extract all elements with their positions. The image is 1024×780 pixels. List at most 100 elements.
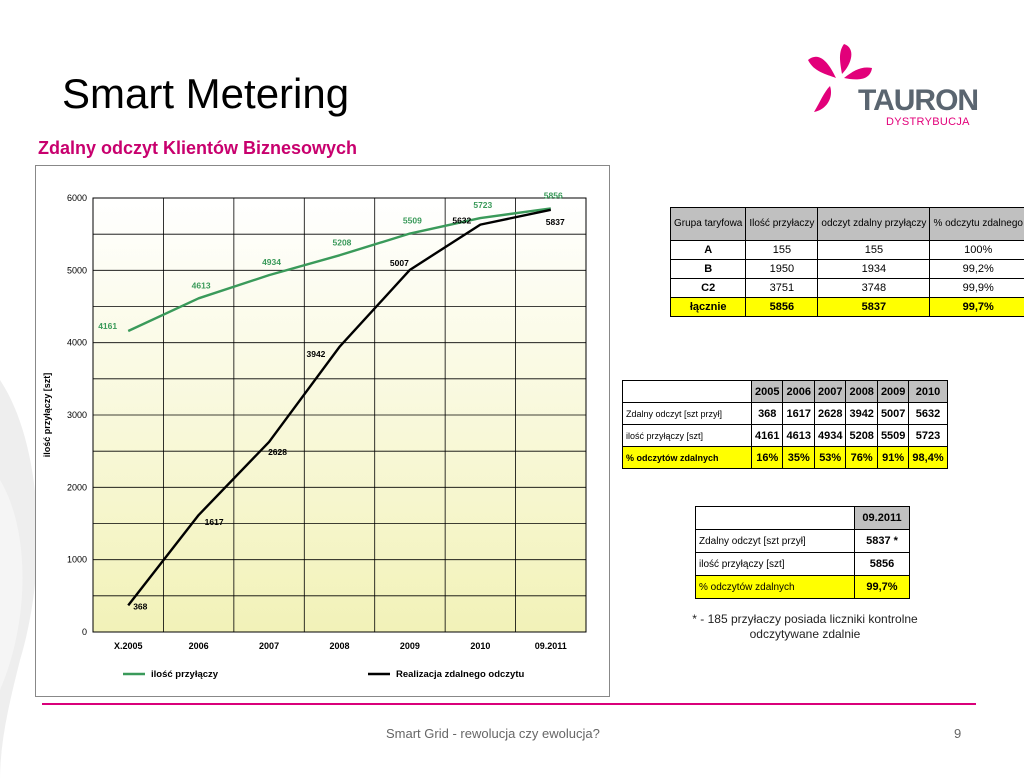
footer-text: Smart Grid - rewolucja czy ewolucja? — [386, 726, 600, 741]
value-cell: 4934 — [814, 425, 845, 447]
footnote: * - 185 przyłaczy posiada liczniki kontr… — [680, 612, 930, 642]
data-label: 2628 — [268, 447, 287, 457]
data-label: 4161 — [98, 321, 117, 331]
y-tick-label: 5000 — [67, 265, 87, 275]
y-axis-label: ilość przyłączy [szt] — [42, 373, 52, 458]
value-cell: 3942 — [846, 403, 877, 425]
blank-cell — [623, 381, 752, 403]
data-label: 5837 — [546, 217, 565, 227]
y-tick-label: 1000 — [67, 555, 87, 565]
header-cell: odczyt zdalny przyłączy — [818, 208, 930, 241]
data-label: 4613 — [192, 280, 211, 290]
group-cell: C2 — [671, 279, 746, 298]
table-row: % odczytów zdalnych 99,7% — [696, 576, 910, 599]
tariff-group-table: Grupa taryfowa Ilość przyłaczy odczyt zd… — [670, 207, 1024, 317]
data-label: 5856 — [544, 190, 563, 200]
tauron-logo: TAURON DYSTRYBUCJA — [800, 40, 990, 135]
data-label: 3942 — [307, 349, 326, 359]
year-cell: 2007 — [814, 381, 845, 403]
data-label: 5208 — [333, 237, 352, 247]
year-cell: 2009 — [877, 381, 908, 403]
value-cell: 76% — [846, 447, 877, 469]
row-label: Zdalny odczyt [szt przył] — [696, 530, 855, 553]
year-cell: 2005 — [752, 381, 783, 403]
y-tick-label: 3000 — [67, 410, 87, 420]
value-cell: 98,4% — [909, 447, 947, 469]
table-row: % odczytów zdalnych 16% 35% 53% 76% 91% … — [623, 447, 948, 469]
row-label: % odczytów zdalnych — [623, 447, 752, 469]
count-cell: 3751 — [746, 279, 818, 298]
year-cell: 2008 — [846, 381, 877, 403]
group-cell: A — [671, 241, 746, 260]
y-tick-label: 0 — [82, 627, 87, 637]
legend-label: ilość przyłączy — [151, 669, 219, 680]
value-cell: 16% — [752, 447, 783, 469]
logo-subtext: DYSTRYBUCJA — [886, 116, 970, 128]
table-row: ilość przyłączy [szt] 5856 — [696, 553, 910, 576]
table-header-row: 09.2011 — [696, 507, 910, 530]
page-title: Smart Metering — [62, 70, 349, 118]
value-cell: 5007 — [877, 403, 908, 425]
value-cell: 1617 — [783, 403, 814, 425]
y-tick-label: 6000 — [67, 193, 87, 203]
data-label: 5007 — [390, 258, 409, 268]
year-cell: 2006 — [783, 381, 814, 403]
value-cell: 99,7% — [855, 576, 910, 599]
data-label: 5632 — [452, 216, 471, 226]
row-label: Zdalny odczyt [szt przył] — [623, 403, 752, 425]
y-tick-label: 2000 — [67, 482, 87, 492]
table-row: Zdalny odczyt [szt przył] 5837 * — [696, 530, 910, 553]
remote-cell: 3748 — [818, 279, 930, 298]
value-cell: 5856 — [855, 553, 910, 576]
blank-cell — [696, 507, 855, 530]
row-label: % odczytów zdalnych — [696, 576, 855, 599]
x-tick-label: X.2005 — [114, 641, 143, 651]
table-row: Zdalny odczyt [szt przył] 368 1617 2628 … — [623, 403, 948, 425]
table-row: A 155 155 100% — [671, 241, 1024, 260]
table-total-row: łącznie 5856 5837 99,7% — [671, 298, 1024, 317]
remote-cell: 155 — [818, 241, 930, 260]
period-cell: 09.2011 — [855, 507, 910, 530]
yearly-table: 2005 2006 2007 2008 2009 2010 Zdalny odc… — [622, 380, 948, 469]
x-tick-label: 2008 — [329, 641, 349, 651]
data-label: 368 — [133, 601, 147, 611]
group-cell: B — [671, 260, 746, 279]
legend-label: Realizacja zdalnego odczytu — [396, 669, 524, 680]
x-tick-label: 2010 — [470, 641, 490, 651]
pct-cell: 100% — [930, 241, 1024, 260]
table-row: ilość przyłączy [szt] 4161 4613 4934 520… — [623, 425, 948, 447]
table-header-row: 2005 2006 2007 2008 2009 2010 — [623, 381, 948, 403]
data-label: 5723 — [473, 200, 492, 210]
metering-chart: 0 1000 2000 3000 4000 5000 6000 X.2005 2006 2007 2… — [35, 165, 610, 697]
row-label: ilość przyłączy [szt] — [623, 425, 752, 447]
count-cell: 155 — [746, 241, 818, 260]
pct-cell: 99,7% — [930, 298, 1024, 317]
value-cell: 368 — [752, 403, 783, 425]
table-row: B 1950 1934 99,2% — [671, 260, 1024, 279]
x-tick-label: 2009 — [400, 641, 420, 651]
remote-cell: 1934 — [818, 260, 930, 279]
line-chart: 0 1000 2000 3000 4000 5000 6000 X.2005 2006 2007 2… — [36, 166, 609, 696]
count-cell: 5856 — [746, 298, 818, 317]
value-cell: 5723 — [909, 425, 947, 447]
x-tick-label: 2007 — [259, 641, 279, 651]
value-cell: 91% — [877, 447, 908, 469]
page-number: 9 — [954, 726, 961, 741]
current-status-table: 09.2011 Zdalny odczyt [szt przył] 5837 *… — [695, 506, 910, 599]
header-cell: Grupa taryfowa — [671, 208, 746, 241]
data-label: 1617 — [205, 517, 224, 527]
value-cell: 5509 — [877, 425, 908, 447]
group-cell: łącznie — [671, 298, 746, 317]
y-tick-label: 4000 — [67, 338, 87, 348]
value-cell: 5837 * — [855, 530, 910, 553]
slide-subtitle: Zdalny odczyt Klientów Biznesowych — [38, 138, 357, 159]
header-cell: % odczytu zdalnego — [930, 208, 1024, 241]
x-tick-label: 2006 — [189, 641, 209, 651]
table-header-row: Grupa taryfowa Ilość przyłaczy odczyt zd… — [671, 208, 1024, 241]
value-cell: 53% — [814, 447, 845, 469]
table-row: C2 3751 3748 99,9% — [671, 279, 1024, 298]
value-cell: 35% — [783, 447, 814, 469]
footer-divider — [42, 703, 976, 705]
logo-brand: TAURON — [858, 84, 978, 118]
value-cell: 5632 — [909, 403, 947, 425]
